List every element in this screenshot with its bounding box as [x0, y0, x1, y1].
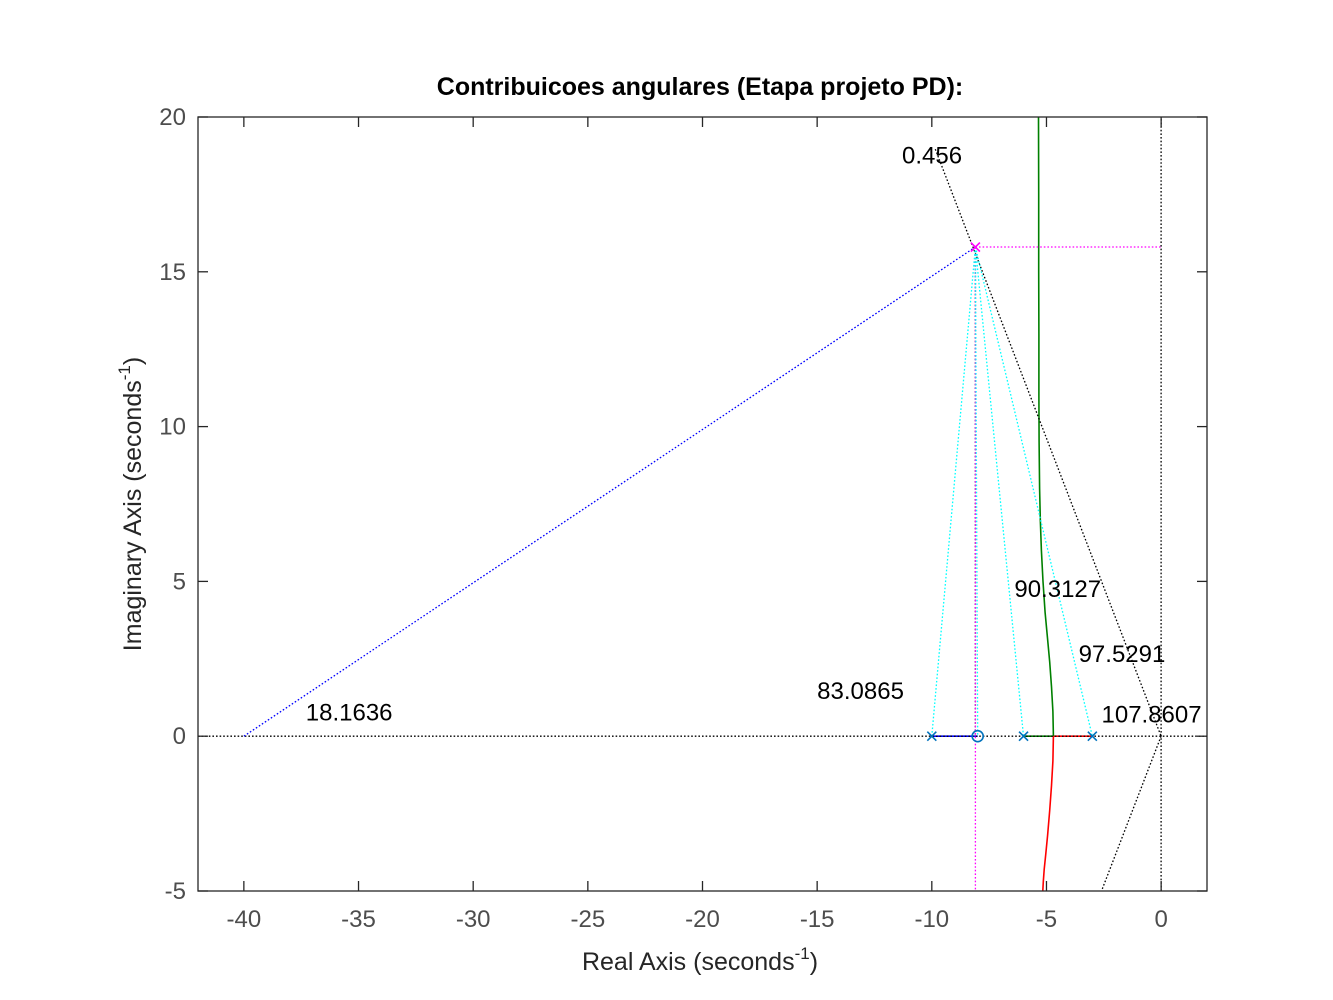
construction-line-blue-12: [243, 246, 976, 737]
y-tick-label: 0: [173, 723, 186, 750]
angle-annotation: 83.0865: [817, 678, 904, 705]
construction-line-cyan-13: [931, 246, 977, 737]
angle-annotation: 97.5291: [1079, 641, 1166, 668]
root-locus-branch-red-4: [1042, 736, 1055, 891]
x-axis-label-main: Real Axis (seconds: [582, 948, 795, 976]
y-axis-label-sup: -1: [115, 365, 134, 380]
pole-marker-0: [926, 731, 937, 742]
tick-marks: [198, 116, 1207, 892]
root-locus-branch-green-3: [1037, 117, 1055, 737]
pole-marker-2: [1087, 731, 1098, 742]
y-axis-label: Imaginary Axis (seconds-1): [115, 357, 147, 651]
x-tick-label: -30: [456, 906, 491, 933]
plot-area: [198, 117, 1207, 891]
y-tick-label: 15: [159, 259, 186, 286]
y-tick-labels: -5 0 5 10 15 20: [159, 104, 186, 905]
zero-marker-0: [971, 729, 984, 743]
x-axis-label-sup: -1: [795, 944, 810, 963]
x-tick-label: -20: [685, 906, 720, 933]
x-tick-labels: -40 -35 -30 -25 -20 -15 -10 -5 0: [227, 906, 1168, 933]
chart-title: Contribuicoes angulares (Etapa projeto P…: [437, 73, 963, 101]
construction-line-cyan-15: [974, 246, 1025, 737]
angle-annotation: 18.1636: [306, 700, 393, 727]
x-tick-label: -40: [227, 906, 262, 933]
angle-annotations: 0.456 90.3127 97.5291 83.0865 18.1636 107.860…: [306, 142, 1202, 728]
y-tick-label: 5: [173, 568, 186, 595]
x-axis-label-end: ): [810, 948, 818, 976]
y-axis-label-end: ): [119, 357, 147, 365]
x-axis-label: Real Axis (seconds-1): [582, 944, 818, 976]
desired-pole-marker: [970, 241, 981, 253]
x-tick-label: -15: [800, 906, 835, 933]
construction-line-cyan-16: [974, 246, 1093, 737]
construction-line-cyan-14: [974, 246, 979, 737]
axes-background: [198, 117, 1207, 891]
angle-annotation: 107.8607: [1102, 701, 1202, 728]
construction-line-black-8: [1100, 735, 1162, 891]
construction-line-black-7: [934, 148, 1162, 737]
x-tick-label: -10: [914, 906, 949, 933]
y-tick-label: 20: [159, 104, 186, 131]
y-tick-label: -5: [165, 878, 186, 905]
x-tick-label: -5: [1036, 906, 1057, 933]
x-tick-label: -35: [341, 906, 376, 933]
y-tick-label: 10: [159, 414, 186, 441]
x-tick-label: -25: [570, 906, 605, 933]
angle-annotation: 90.3127: [1014, 576, 1101, 603]
x-tick-label: 0: [1154, 906, 1167, 933]
angle-annotation: 0.456: [902, 142, 962, 169]
pole-zero-markers: [926, 241, 1098, 743]
pole-marker-1: [1018, 731, 1029, 742]
y-axis-label-main: Imaginary Axis (seconds: [119, 380, 147, 651]
